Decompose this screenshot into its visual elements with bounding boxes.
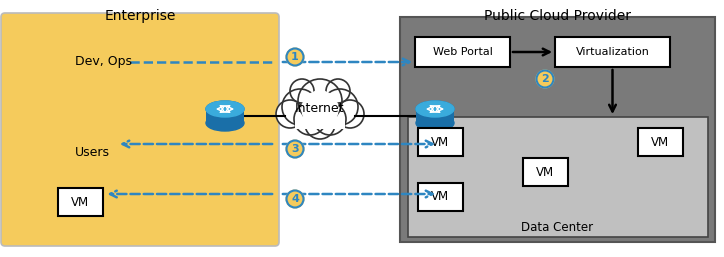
FancyBboxPatch shape [523,158,568,186]
Circle shape [287,141,303,158]
FancyBboxPatch shape [638,128,683,156]
Ellipse shape [416,101,454,117]
Text: VM: VM [651,135,669,149]
Circle shape [298,79,342,123]
FancyBboxPatch shape [418,183,463,211]
Circle shape [290,79,314,103]
Circle shape [294,103,326,135]
FancyBboxPatch shape [57,188,103,216]
Text: VM: VM [431,190,449,204]
Circle shape [536,70,554,87]
Text: Dev, Ops: Dev, Ops [75,56,132,69]
Circle shape [287,49,303,66]
FancyBboxPatch shape [418,128,463,156]
FancyBboxPatch shape [400,17,715,242]
Circle shape [305,109,335,139]
Text: Users: Users [75,145,110,159]
Text: Enterprise: Enterprise [104,9,176,23]
Text: VM: VM [431,135,449,149]
Text: VM: VM [536,166,554,179]
FancyBboxPatch shape [206,109,244,123]
Circle shape [276,100,304,128]
Circle shape [314,103,346,135]
Ellipse shape [206,115,244,131]
Text: Data Center: Data Center [521,221,593,234]
Ellipse shape [416,101,454,117]
Text: 3: 3 [291,144,299,154]
Text: Internet: Internet [295,103,345,115]
Text: Virtualization: Virtualization [576,47,649,57]
Text: 2: 2 [541,74,549,84]
Ellipse shape [416,115,454,131]
Text: 4: 4 [291,194,299,204]
Circle shape [287,190,303,207]
Circle shape [326,79,350,103]
FancyBboxPatch shape [1,13,279,246]
FancyBboxPatch shape [295,117,345,129]
Circle shape [302,91,338,127]
Circle shape [322,89,358,125]
Text: 1: 1 [291,52,299,62]
Text: VM: VM [71,196,89,208]
FancyBboxPatch shape [408,117,708,237]
FancyBboxPatch shape [416,109,454,123]
FancyBboxPatch shape [555,37,670,67]
Ellipse shape [206,101,244,117]
Text: Public Cloud Provider: Public Cloud Provider [484,9,631,23]
Circle shape [282,89,318,125]
FancyBboxPatch shape [415,37,510,67]
Text: Web Portal: Web Portal [432,47,492,57]
Circle shape [336,100,364,128]
Ellipse shape [206,101,244,117]
